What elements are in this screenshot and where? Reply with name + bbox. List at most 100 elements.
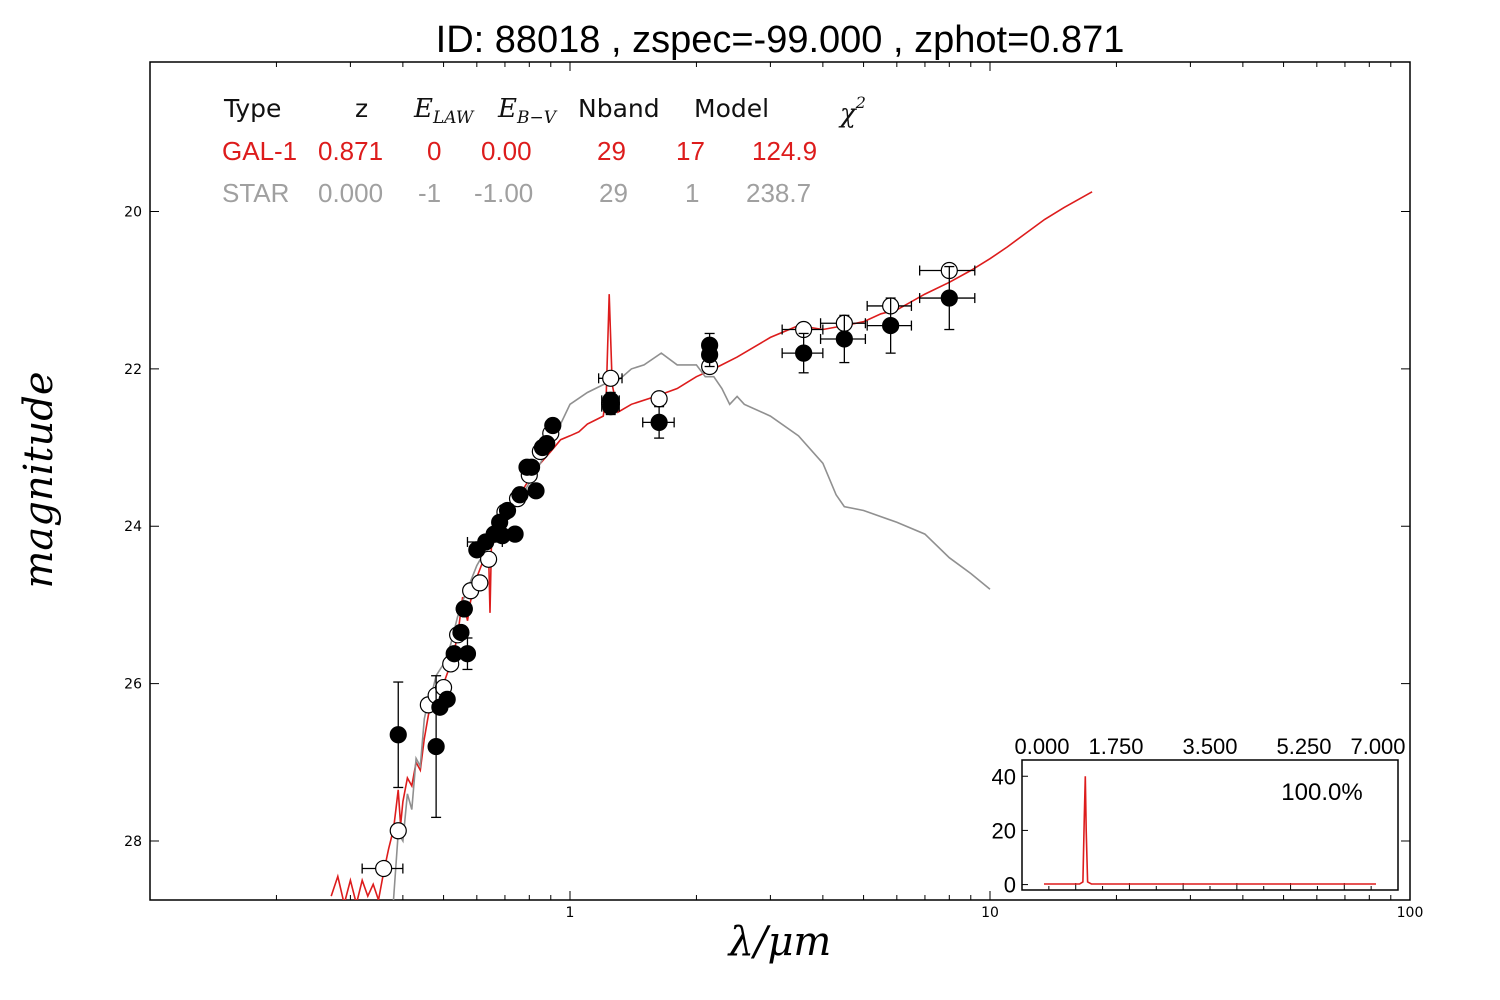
observed-point [781,332,824,374]
observed-point [544,416,562,435]
row-nband: 29 [597,136,626,166]
row-model: 17 [676,136,705,166]
model-magnitude-point [866,297,913,315]
observed-point [919,265,976,331]
table-header-model: Model [694,94,769,123]
model-magnitude-point [389,822,407,840]
inset-x-tick-label: 0.000 [1014,734,1069,759]
row-ebv: -1.00 [474,178,533,208]
model-magnitude-point-marker [479,550,498,568]
observed-point [527,482,545,500]
observed-point-marker [458,645,477,663]
observed-point-marker [602,398,620,416]
inset-pdf-line [1044,776,1376,885]
row-chi2: 124.9 [752,136,817,166]
table-header-ebv: EB−V [497,94,558,128]
table-header-type: Type [223,94,281,123]
row-model: 1 [685,178,699,208]
row-elaw: -1 [418,178,441,208]
observed-point-marker [427,737,445,756]
row-type: STAR [222,178,289,208]
observed-point [642,405,675,439]
pdf-line [1044,776,1376,885]
inset-x-tick-label: 5.250 [1276,734,1331,759]
observed-point-marker [438,690,456,708]
model-magnitude-point [650,390,668,408]
model-magnitude-point-marker [650,390,668,408]
fit-summary-table: Type z ELAW EB−V Nband Model χ2 GAL-1 0.… [222,93,866,208]
observed-point-marker [455,600,473,618]
observed-point-marker [452,623,470,642]
model-magnitude-point [597,369,623,387]
observed-point [427,675,445,819]
observed-point-marker [940,289,958,307]
y-tick-label: 24 [124,519,142,535]
observed-point [701,342,719,368]
observed-point [389,681,407,789]
table-row-star: STAR 0.000 -1 -1.00 29 1 238.7 [222,178,811,208]
observed-point-marker [701,346,719,364]
observed-point [522,458,541,476]
row-chi2: 238.7 [746,178,811,208]
inset-x-tick-label: 1.750 [1088,734,1143,759]
inset-x-tick-label: 3.500 [1182,734,1237,759]
observed-point [819,314,867,364]
observed-point-marker [522,458,541,476]
observed-point [452,623,470,642]
observed-point [455,600,473,618]
observed-point [866,297,913,354]
y-axis-label: magnitude [16,371,62,588]
observed-point-marker [650,413,668,431]
model-magnitude-point [471,574,489,592]
inset-y-tick-label: 0 [1004,873,1016,898]
observed-point-marker [527,482,545,500]
row-z: 0.871 [318,136,383,166]
observed-point [511,486,529,504]
observed-point-marker [538,435,556,453]
observed-point-marker [498,501,517,520]
x-tick-label: 1 [566,905,575,921]
observed-point-marker [511,486,529,504]
observed-point-marker [795,344,813,362]
row-elaw: 0 [427,136,441,166]
model-magnitude-point-marker [602,369,620,387]
model-magnitude-point-marker [389,822,407,840]
row-z: 0.000 [318,178,383,208]
observed-point [438,690,456,708]
galaxy-model-line [330,191,1093,900]
table-header-elaw: ELAW [413,94,475,128]
row-type: GAL-1 [222,136,297,166]
star-model-line [392,352,991,900]
y-tick-label: 26 [124,677,142,693]
model-magnitude-point [781,320,824,339]
observed-point-marker [389,726,407,744]
photometry-points [361,261,976,878]
observed-point-marker [506,525,524,543]
model-spectra [330,191,1093,900]
model-magnitude-point-marker [375,859,393,878]
x-axis-label: λ/μm [727,919,832,965]
inset-y-tick-label: 20 [992,818,1016,843]
observed-point [538,435,556,453]
inset-probability-label: 100.0% [1281,779,1362,806]
main-plot-frame [149,61,1411,901]
observed-point [498,501,517,520]
inset-axis-ticks: 0.000 1.750 3.500 5.250 7.000 0 20 40 [992,734,1406,898]
row-ebv: 0.00 [481,136,532,166]
table-header-z: z [355,94,368,123]
observed-point [601,398,620,416]
table-header-nband: Nband [578,94,660,123]
model-magnitude-point-marker [471,574,489,592]
row-nband: 29 [599,178,628,208]
inset-y-tick-label: 40 [992,764,1016,789]
observed-point [506,525,524,543]
observed-point-marker [544,416,562,435]
model-magnitude-point [479,550,498,568]
redshift-pdf-inset: 0.000 1.750 3.500 5.250 7.000 0 20 40 100.0% [992,734,1406,898]
y-tick-label: 28 [124,834,142,850]
observed-point [458,637,477,671]
figure-title: ID: 88018 , zspec=-99.000 , zphot=0.871 [436,19,1125,61]
observed-point-marker [835,330,853,348]
